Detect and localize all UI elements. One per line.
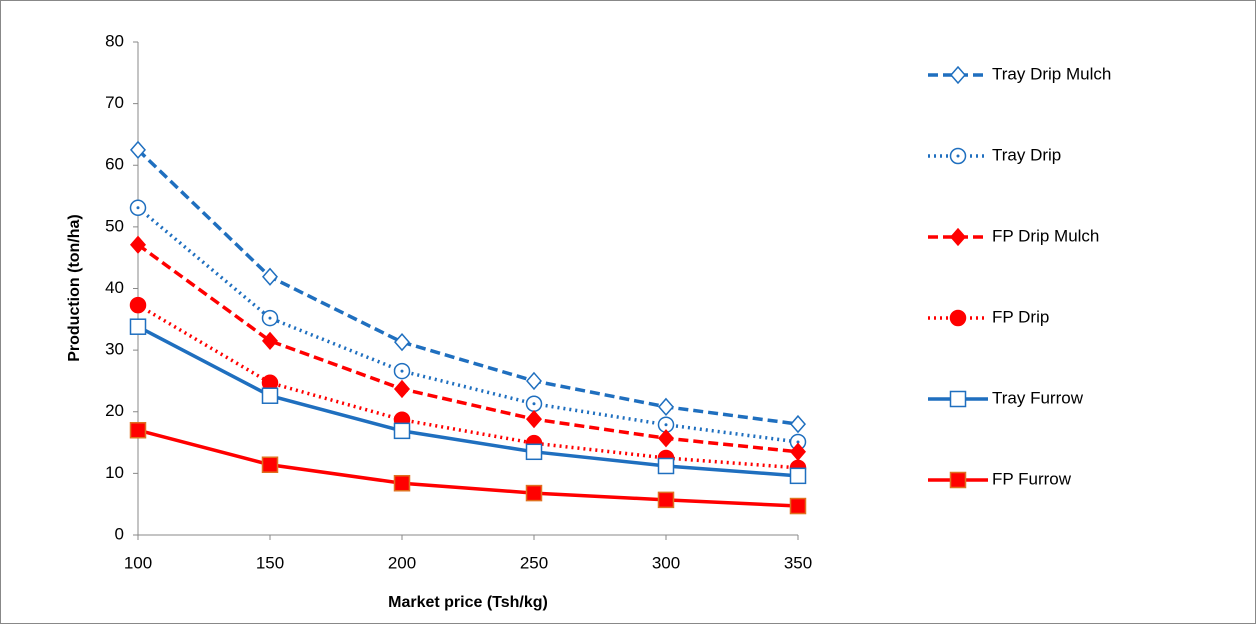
marker <box>394 379 410 399</box>
series-line <box>136 243 799 454</box>
marker <box>393 422 411 440</box>
legend-label: FP Furrow <box>992 469 1072 488</box>
y-tick-label: 20 <box>105 401 124 420</box>
x-tick-label: 200 <box>388 553 416 572</box>
marker <box>526 410 542 429</box>
marker <box>262 331 278 351</box>
marker <box>261 456 279 473</box>
y-tick-label: 70 <box>105 93 124 112</box>
legend-label: Tray Drip Mulch <box>992 64 1111 83</box>
marker <box>658 429 674 448</box>
x-tick-label: 100 <box>124 553 152 572</box>
marker <box>525 443 543 461</box>
y-tick-label: 50 <box>105 216 124 235</box>
marker-dot <box>956 154 960 158</box>
series-line <box>137 428 799 508</box>
marker <box>130 140 146 159</box>
legend-label: FP Drip Mulch <box>992 226 1099 245</box>
y-tick-label: 40 <box>105 278 124 297</box>
marker <box>950 227 966 247</box>
marker <box>130 235 146 254</box>
x-tick-label: 150 <box>256 553 284 572</box>
marker <box>949 390 967 408</box>
marker <box>262 267 278 286</box>
y-tick-label: 10 <box>105 463 124 482</box>
legend-label: Tray Furrow <box>992 388 1084 407</box>
marker-dot <box>268 316 272 320</box>
y-tick-label: 80 <box>105 31 124 50</box>
marker <box>129 318 147 335</box>
x-tick-label: 300 <box>652 553 680 572</box>
marker <box>525 484 543 502</box>
series-line <box>137 303 799 470</box>
marker-dot <box>532 402 536 406</box>
marker <box>657 457 675 475</box>
series-line <box>136 148 799 426</box>
marker <box>789 467 807 485</box>
marker <box>393 474 411 492</box>
x-axis-title: Market price (Tsh/kg) <box>388 594 548 611</box>
legend-label: FP Drip <box>992 307 1049 326</box>
y-tick-label: 30 <box>105 340 124 359</box>
legend-label: Tray Drip <box>992 145 1061 164</box>
y-tick-label: 0 <box>115 524 124 543</box>
marker <box>658 397 674 416</box>
marker-dot <box>400 369 404 373</box>
y-tick-label: 60 <box>105 155 124 174</box>
marker <box>790 414 806 434</box>
x-tick-label: 350 <box>784 553 812 572</box>
y-axis-title: Production (ton/ha) <box>66 214 83 362</box>
series-line <box>137 325 799 478</box>
marker <box>950 65 966 85</box>
marker <box>129 296 147 314</box>
marker <box>261 387 279 404</box>
marker <box>949 309 967 327</box>
marker-dot <box>136 206 140 210</box>
marker-dot <box>796 440 800 444</box>
marker <box>949 471 967 489</box>
marker <box>394 332 410 352</box>
marker <box>129 421 147 439</box>
marker-dot <box>664 423 668 427</box>
marker <box>789 497 807 515</box>
marker <box>657 491 675 509</box>
x-tick-label: 250 <box>520 553 548 572</box>
marker <box>526 371 542 391</box>
series-line <box>136 206 799 444</box>
